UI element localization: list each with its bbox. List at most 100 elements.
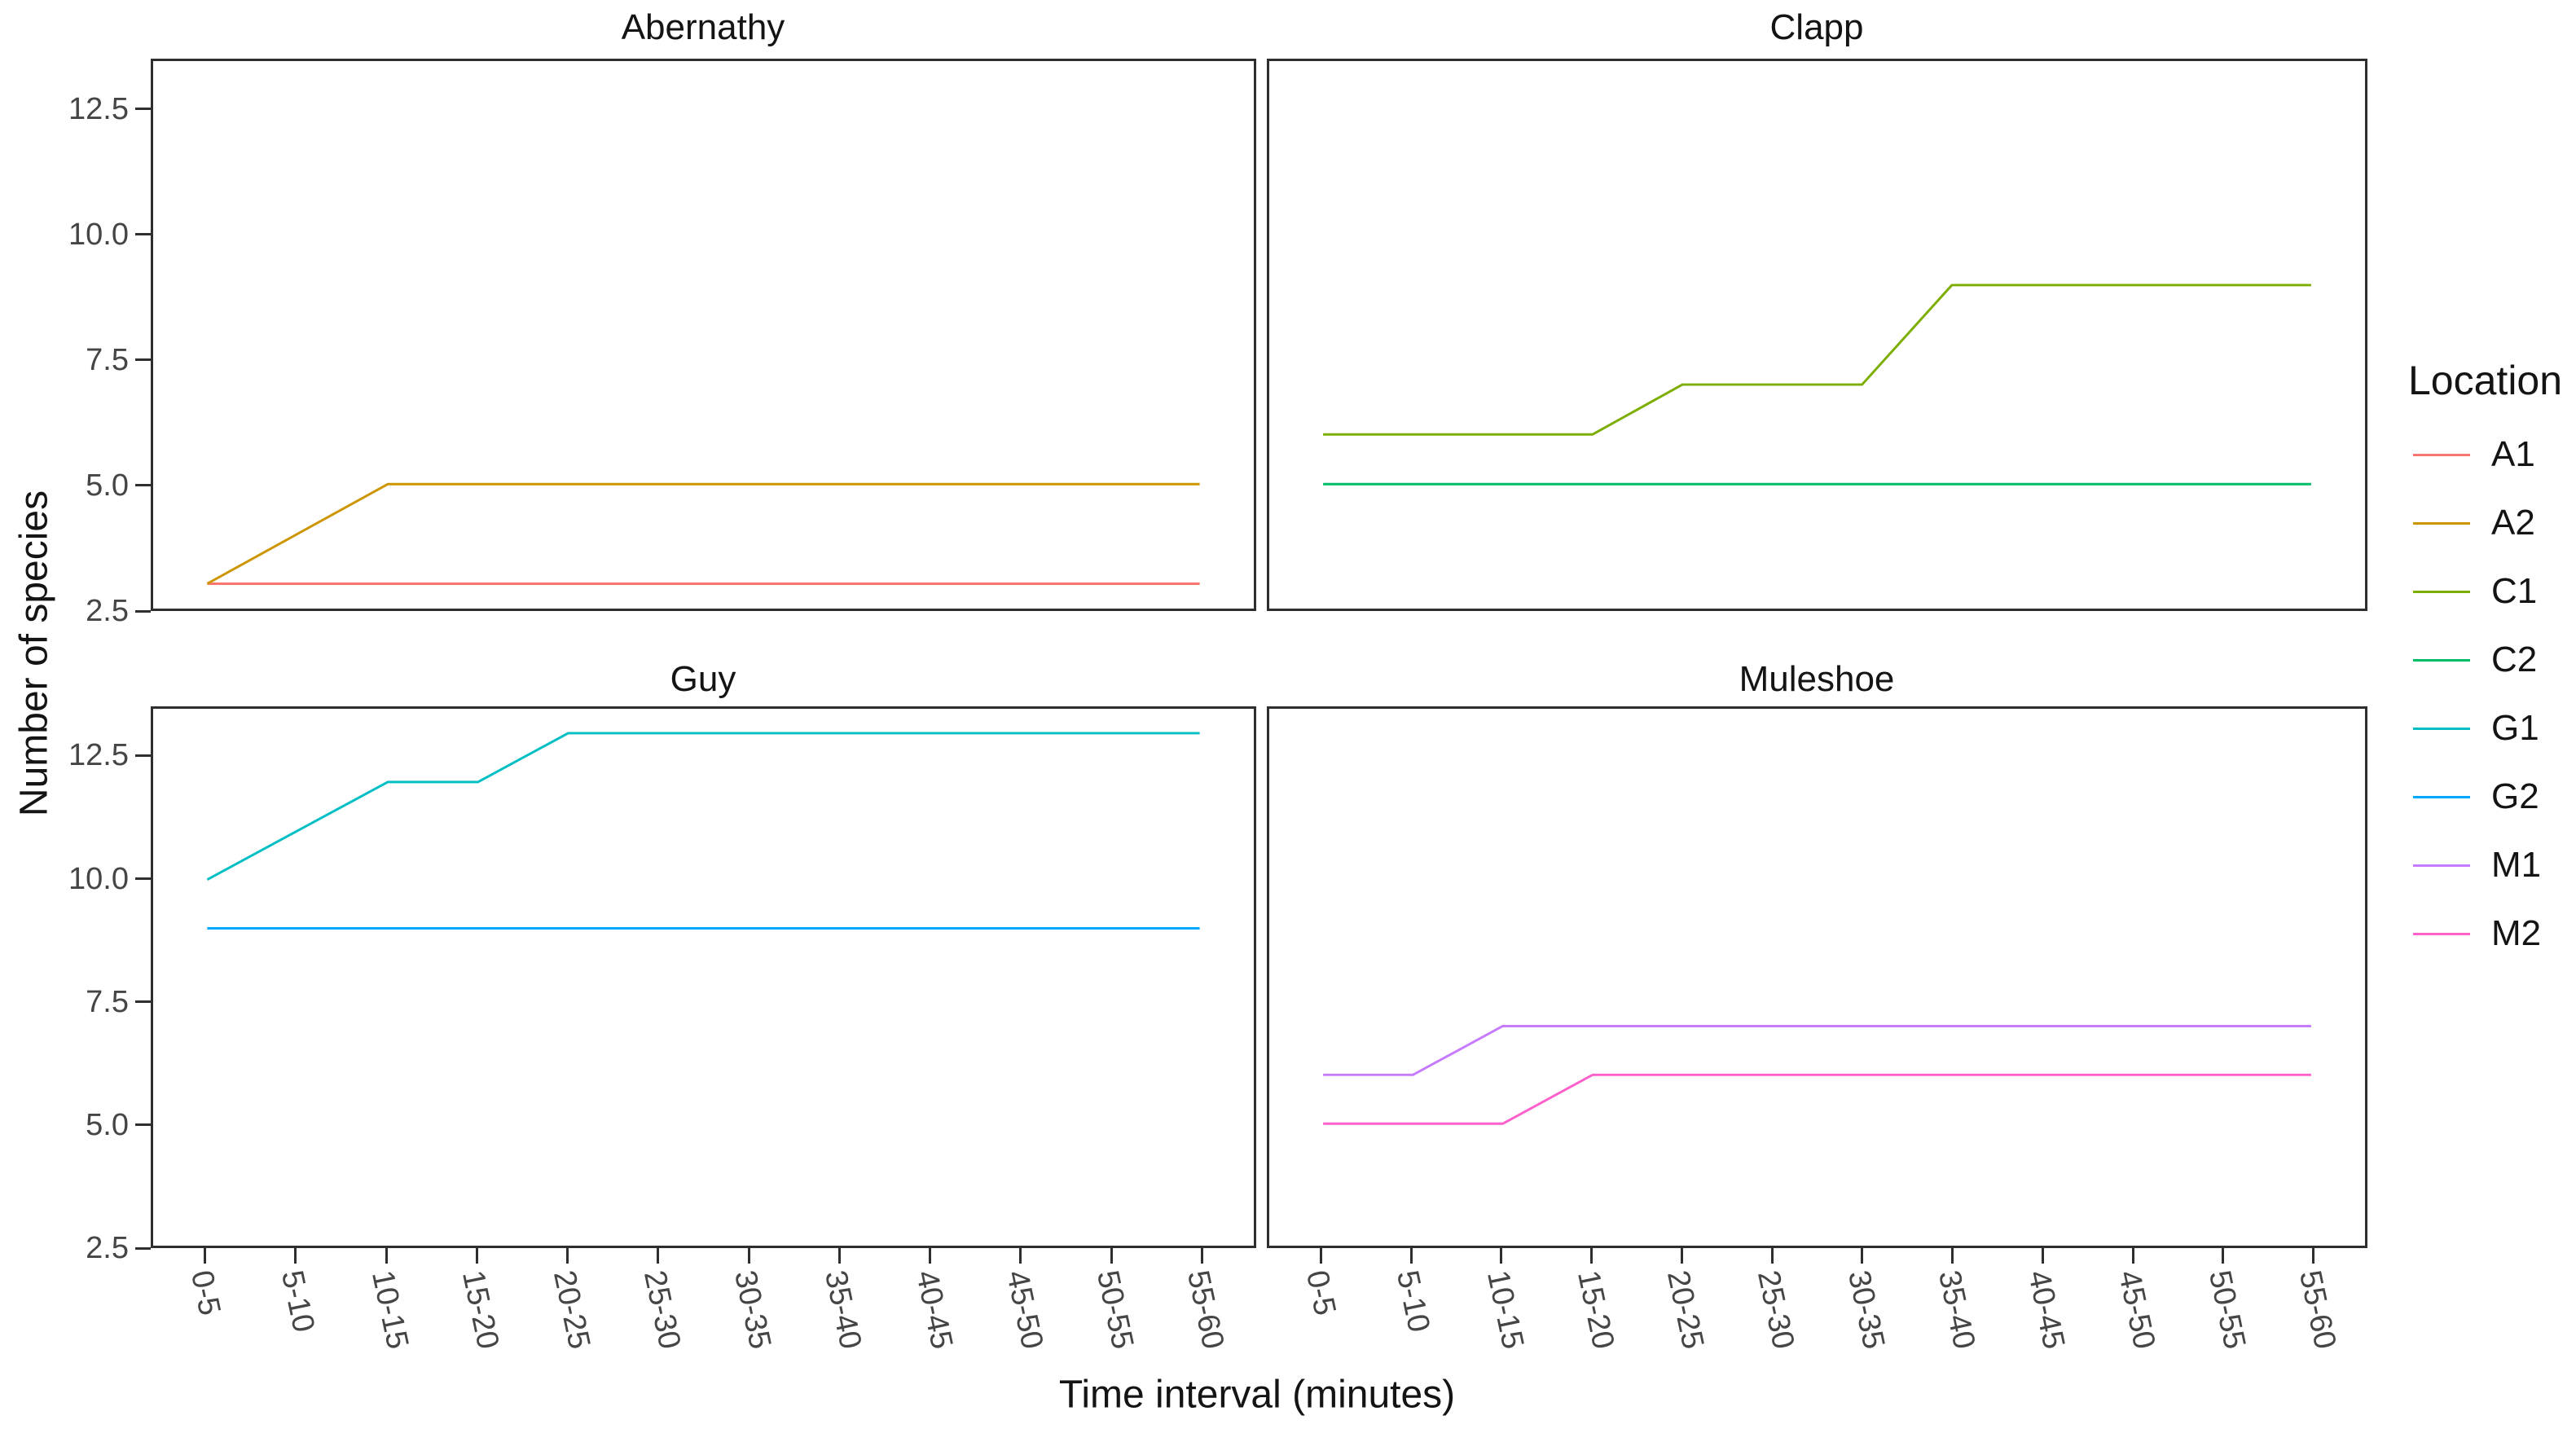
facet-title-muleshoe: Muleshoe [1739,659,1895,699]
y-tick-mark [135,609,151,613]
x-tick-label: 15-20 [455,1267,506,1352]
x-axis-title: Time interval (minutes) [1058,1373,1456,1417]
x-tick-mark [475,1248,478,1264]
x-tick-label: 55-60 [2292,1267,2342,1352]
line-G1 [206,732,1200,881]
x-tick-label: 50-55 [2201,1267,2253,1352]
y-tick-label: 10.0 [68,217,129,252]
x-tick-label: 55-60 [1180,1267,1231,1352]
x-tick-mark [929,1248,932,1264]
legend-item-label: M1 [2491,845,2542,885]
line-M1 [1323,1024,2311,1076]
x-tick-label: 40-45 [908,1267,959,1352]
x-tick-mark [2041,1248,2044,1264]
x-tick-mark [1770,1248,1774,1264]
y-tick-label: 7.5 [86,342,129,377]
x-tick-label: 40-45 [2021,1267,2072,1352]
legend-item-label: C1 [2491,571,2538,611]
x-tick-mark [1590,1248,1594,1264]
x-tick-mark [1951,1248,1954,1264]
facet-title-abernathy: Abernathy [621,7,785,47]
legend-item-label: M2 [2491,913,2542,953]
y-tick-label: 2.5 [86,1231,129,1265]
y-tick-label: 12.5 [68,91,129,126]
x-tick-label: 30-35 [1840,1267,1892,1352]
x-tick-mark [747,1248,750,1264]
panel-clapp [1267,59,2367,611]
y-tick-mark [135,358,151,362]
legend-item-label: G1 [2491,708,2539,748]
panel-abernathy-canvas [206,482,1200,585]
y-tick-mark [135,877,151,881]
x-tick-mark [1861,1248,1864,1264]
legend-item-label: G2 [2491,776,2539,816]
x-tick-label: 35-40 [818,1267,868,1352]
x-tick-label: 5-10 [274,1267,321,1335]
x-tick-mark [1200,1248,1203,1264]
x-tick-mark [2131,1248,2134,1264]
y-tick-label: 5.0 [86,468,129,503]
legend-key-line-C2 [2413,658,2470,662]
x-tick-label: 20-25 [1660,1267,1711,1352]
y-tick-mark [135,754,151,757]
x-tick-label: 0-5 [1299,1267,1343,1319]
panel-guy-canvas [206,732,1200,930]
y-tick-label: 10.0 [68,861,129,896]
panel-muleshoe-canvas [1323,1024,2311,1125]
legend-key-line-C1 [2413,590,2470,593]
x-tick-label: 5-10 [1390,1267,1436,1335]
x-tick-label: 50-55 [1089,1267,1141,1352]
y-tick-mark [135,1000,151,1004]
y-tick-mark [135,484,151,487]
x-tick-mark [1110,1248,1113,1264]
y-tick-label: 2.5 [86,594,129,628]
x-tick-mark [204,1248,207,1264]
y-tick-label: 12.5 [68,738,129,773]
panel-guy [151,706,1256,1248]
legend-key-line-A1 [2413,453,2470,456]
legend-key-line-G2 [2413,795,2470,798]
line-C1 [1323,284,2311,436]
legend-item-label: C2 [2491,640,2538,679]
x-tick-mark [566,1248,569,1264]
legend-key-line-A2 [2413,521,2470,525]
x-tick-label: 15-20 [1570,1267,1620,1352]
line-A2 [206,482,1200,585]
panel-abernathy [151,59,1256,611]
x-tick-mark [294,1248,297,1264]
line-M2 [1323,1073,2311,1125]
legend-key-line-M1 [2413,864,2470,867]
x-tick-label: 25-30 [1751,1267,1801,1352]
legend-title: Location [2408,358,2563,403]
x-tick-mark [1500,1248,1503,1264]
legend-key-line-G1 [2413,727,2470,730]
x-tick-mark [1019,1248,1022,1264]
legend-item-label: A1 [2491,434,2535,474]
x-tick-mark [2312,1248,2315,1264]
y-tick-label: 7.5 [86,984,129,1019]
panel-muleshoe [1267,706,2367,1248]
y-tick-mark [135,1123,151,1127]
x-tick-mark [2222,1248,2225,1264]
facet-title-clapp: Clapp [1769,7,1864,47]
x-tick-label: 10-15 [365,1267,415,1352]
y-tick-mark [135,108,151,111]
y-tick-mark [135,233,151,236]
x-tick-label: 45-50 [2111,1267,2162,1352]
x-tick-label: 30-35 [728,1267,778,1352]
panel-clapp-canvas [1323,284,2311,486]
x-tick-mark [1319,1248,1322,1264]
x-tick-label: 35-40 [1931,1267,1981,1352]
y-tick-mark [135,1246,151,1250]
x-tick-label: 45-50 [999,1267,1049,1352]
legend-key-line-M2 [2413,932,2470,935]
x-tick-mark [385,1248,388,1264]
x-tick-label: 25-30 [636,1267,688,1352]
x-tick-mark [1409,1248,1413,1264]
x-tick-mark [1680,1248,1683,1264]
legend-item-label: A2 [2491,503,2535,543]
x-tick-mark [657,1248,660,1264]
x-tick-mark [837,1248,841,1264]
x-tick-label: 10-15 [1479,1267,1531,1352]
